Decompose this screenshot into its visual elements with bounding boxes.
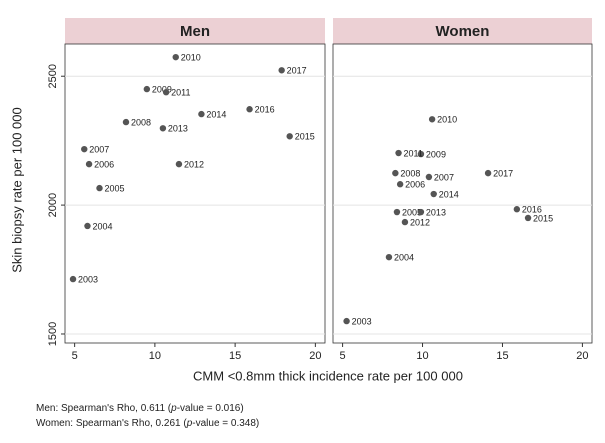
- panel-header: [65, 18, 325, 44]
- x-tick-label: 15: [229, 350, 241, 362]
- point-label: 2013: [168, 124, 188, 134]
- point-label: 2015: [295, 132, 315, 142]
- x-tick-label: 20: [576, 350, 588, 362]
- point-label: 2013: [426, 207, 446, 217]
- point: [484, 169, 492, 177]
- panel-title: Men: [180, 23, 210, 40]
- point-label: 2003: [352, 316, 372, 326]
- point: [172, 53, 179, 61]
- point-label: 2003: [78, 274, 98, 284]
- point: [396, 181, 404, 188]
- point: [401, 218, 409, 226]
- point-label: 2010: [437, 115, 457, 125]
- point: [417, 208, 425, 216]
- point: [392, 169, 399, 177]
- point-label: 2011: [404, 148, 423, 158]
- point-label: 2009: [152, 84, 172, 94]
- point: [122, 118, 130, 126]
- point: [395, 149, 402, 157]
- point: [278, 67, 285, 74]
- note-text: -value = 0.348): [192, 418, 260, 429]
- point: [524, 214, 532, 222]
- point: [343, 317, 350, 325]
- point-label: 2017: [493, 169, 513, 179]
- point-label: 2010: [181, 53, 201, 63]
- point: [81, 145, 88, 153]
- x-tick-label: 10: [416, 350, 428, 362]
- plot-area: [332, 43, 593, 344]
- x-tick-label: 5: [340, 350, 346, 362]
- note-text: p: [171, 403, 177, 414]
- point-label: 2012: [410, 217, 430, 227]
- x-tick-label: 5: [72, 350, 78, 362]
- point: [69, 275, 77, 283]
- point: [85, 160, 93, 168]
- point-label: 2016: [255, 105, 275, 115]
- point-label: 2014: [206, 109, 226, 119]
- point: [198, 110, 205, 118]
- note: Women: Spearman's Rho, 0.261 (p-value = …: [36, 418, 259, 429]
- point: [175, 160, 183, 168]
- y-axis-label: Skin biopsy rate per 100 000: [9, 107, 24, 273]
- point: [286, 133, 293, 140]
- note-text: p: [186, 418, 193, 429]
- note: Men: Spearman's Rho, 0.611 (p-value = 0.…: [36, 403, 244, 414]
- point: [430, 190, 437, 198]
- y-tick-label: 1500: [47, 322, 59, 346]
- point-label: 2017: [287, 66, 307, 76]
- point-label: 2015: [533, 213, 553, 223]
- point-label: 2008: [131, 117, 151, 127]
- point-label: 2007: [89, 145, 109, 155]
- point: [425, 173, 433, 181]
- point-label: 2014: [439, 189, 459, 199]
- point: [159, 125, 167, 132]
- note-text: -value = 0.016): [176, 403, 244, 414]
- panel-title: Women: [436, 23, 490, 40]
- plot-area: [64, 43, 326, 344]
- point: [246, 106, 253, 113]
- point: [143, 85, 151, 93]
- point: [162, 89, 170, 96]
- point-label: 2005: [402, 207, 422, 217]
- point: [96, 184, 103, 192]
- point: [417, 150, 425, 158]
- point-label: 2011: [171, 88, 190, 98]
- point: [84, 222, 91, 230]
- point-label: 2006: [94, 159, 114, 169]
- point-label: 2005: [105, 183, 125, 193]
- point-label: 2012: [184, 159, 204, 169]
- x-tick-label: 10: [149, 350, 161, 362]
- note-text: Men: Spearman's Rho, 0.611 (: [36, 403, 172, 414]
- point-label: 2004: [394, 253, 414, 263]
- point: [393, 208, 401, 216]
- note-text: Women: Spearman's Rho, 0.261 (: [36, 418, 187, 429]
- point: [428, 116, 436, 123]
- y-tick-label: 2000: [47, 193, 59, 217]
- y-tick-label: 2500: [47, 64, 59, 88]
- point-label: 2016: [522, 205, 542, 215]
- point-label: 2004: [92, 221, 112, 231]
- panel-header: [333, 18, 592, 44]
- x-tick-label: 20: [309, 350, 321, 362]
- x-tick-label: 15: [496, 350, 508, 362]
- point-label: 2006: [405, 180, 425, 190]
- x-axis-label: CMM <0.8mm thick incidence rate per 100 …: [193, 368, 463, 383]
- point-label: 2007: [434, 172, 454, 182]
- point: [513, 206, 521, 213]
- point: [385, 253, 393, 261]
- point-label: 2008: [400, 169, 420, 179]
- point-label: 2009: [426, 149, 446, 159]
